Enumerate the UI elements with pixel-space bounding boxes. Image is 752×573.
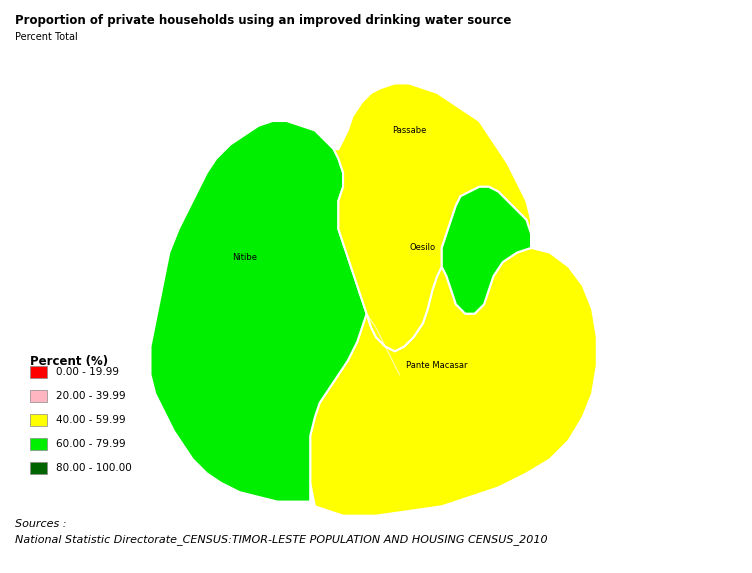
Text: 20.00 - 39.99: 20.00 - 39.99 (56, 391, 126, 401)
Polygon shape (441, 187, 531, 313)
Polygon shape (150, 121, 367, 501)
Text: 0.00 - 19.99: 0.00 - 19.99 (56, 367, 119, 377)
Text: Oesilo: Oesilo (410, 244, 436, 252)
Text: Sources :: Sources : (15, 519, 66, 528)
Text: Percent Total: Percent Total (15, 32, 77, 41)
Text: Proportion of private households using an improved drinking water source: Proportion of private households using a… (15, 14, 511, 28)
Text: Pante Macasar: Pante Macasar (406, 361, 468, 370)
Text: 60.00 - 79.99: 60.00 - 79.99 (56, 439, 126, 449)
Text: Nitibe: Nitibe (232, 253, 257, 262)
Text: Passabe: Passabe (392, 126, 426, 135)
Polygon shape (311, 248, 597, 516)
Text: 40.00 - 59.99: 40.00 - 59.99 (56, 415, 126, 425)
Text: Percent (%): Percent (%) (30, 355, 108, 368)
Text: National Statistic Directorate_CENSUS:TIMOR-LESTE POPULATION AND HOUSING CENSUS_: National Statistic Directorate_CENSUS:TI… (15, 534, 547, 545)
Text: 80.00 - 100.00: 80.00 - 100.00 (56, 463, 132, 473)
Polygon shape (334, 84, 531, 351)
